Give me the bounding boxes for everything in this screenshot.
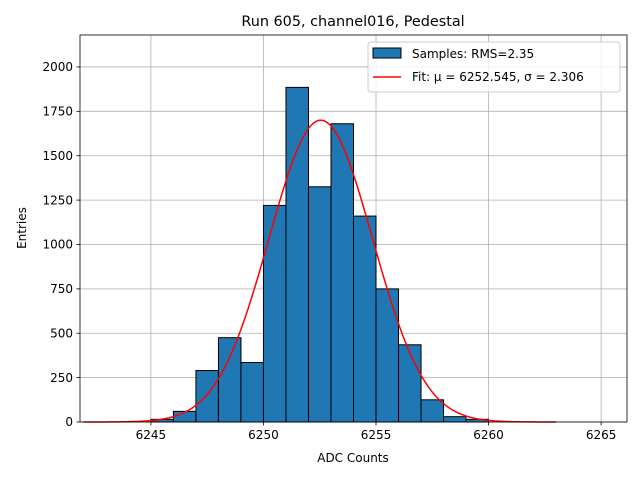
x-tick-label: 6265 (586, 428, 617, 442)
histogram-bar (307, 186, 332, 423)
legend-histogram-swatch (372, 47, 402, 59)
x-axis-ticks: 6245 6250 6255 6260 6265 (136, 422, 617, 442)
histogram-bar (262, 204, 287, 423)
fit-curve (83, 119, 557, 423)
histogram-bar (330, 123, 355, 423)
histogram-bar (195, 370, 219, 423)
y-tick-label: 0 (65, 415, 73, 429)
y-tick-label: 500 (50, 326, 73, 340)
legend-box (367, 41, 621, 93)
legend: Samples: RMS=2.35 Fit: μ = 6252.545, σ =… (367, 41, 621, 93)
y-axis-ticks: 0 250 500 750 1000 1250 1500 1750 2000 (42, 60, 80, 429)
histogram-bar (420, 399, 445, 423)
y-tick-label: 1000 (42, 238, 73, 252)
legend-histogram-label: Samples: RMS=2.35 (412, 47, 534, 61)
x-axis-label: ADC Counts (317, 451, 389, 465)
x-tick-label: 6255 (361, 428, 392, 442)
x-tick-label: 6250 (248, 428, 279, 442)
y-tick-label: 1250 (42, 193, 73, 207)
histogram-bar (443, 416, 467, 423)
y-tick-label: 2000 (42, 60, 73, 74)
y-tick-label: 1750 (42, 105, 73, 119)
histogram-bar (398, 344, 422, 423)
histogram-bars (150, 86, 490, 423)
y-tick-label: 250 (50, 371, 73, 385)
x-tick-label: 6245 (136, 428, 167, 442)
y-axis-label: Entries (15, 207, 29, 249)
chart-title: Run 605, channel016, Pedestal (241, 14, 464, 30)
histogram-bar (353, 215, 377, 423)
histogram-bar (375, 288, 400, 423)
histogram-bar (240, 362, 264, 423)
y-tick-label: 750 (50, 282, 73, 296)
y-tick-label: 1500 (42, 149, 73, 163)
plot-frame (79, 34, 628, 423)
histogram-bar (217, 337, 242, 423)
histogram-bar (285, 86, 309, 423)
legend-fit-label: Fit: μ = 6252.545, σ = 2.306 (412, 70, 584, 84)
x-tick-label: 6260 (473, 428, 504, 442)
